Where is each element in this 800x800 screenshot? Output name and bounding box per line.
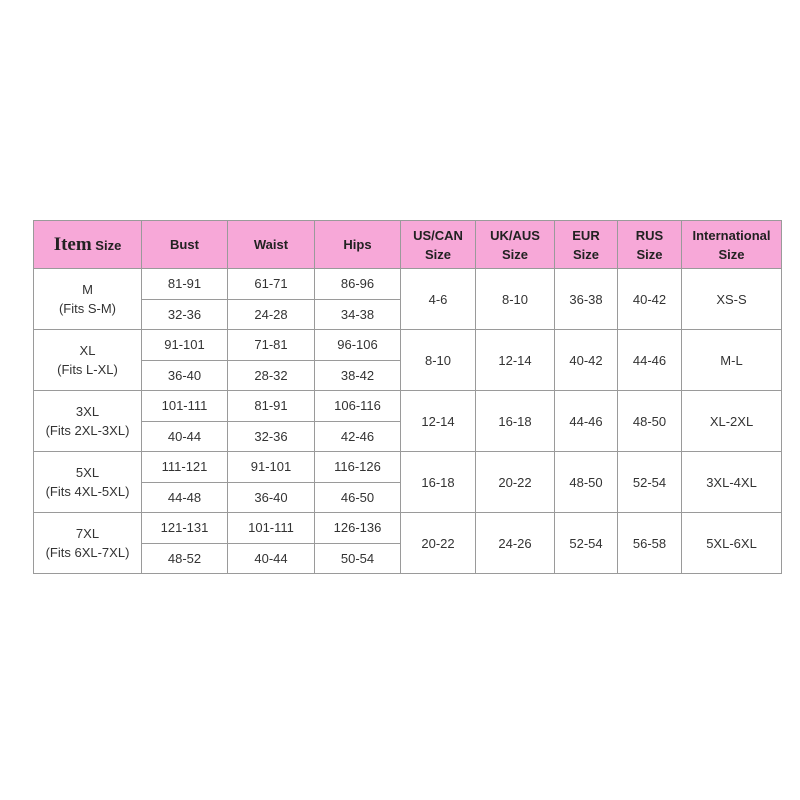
header-size: Size [95, 237, 122, 253]
waist-inch: 36-40 [227, 481, 315, 513]
rus-size: 44-46 [617, 329, 682, 391]
table-row: 44-48 36-40 46-50 [34, 481, 782, 513]
header-us-can: US/CAN Size [400, 220, 476, 269]
bust-inch: 32-36 [141, 298, 228, 330]
bust-cm: 101-111 [141, 390, 228, 422]
header-waist: Waist [227, 220, 315, 269]
size-fits: (Fits S-M) [58, 301, 117, 316]
size-label-cell: 5XL (Fits 4XL-5XL) [33, 451, 142, 513]
uk-aus-size: 16-18 [475, 390, 555, 452]
hips-cm: 116-126 [314, 451, 401, 483]
hips-cm: 96-106 [314, 329, 401, 361]
uk-aus-size: 8-10 [475, 268, 555, 330]
waist-cm: 71-81 [227, 329, 315, 361]
size-name: 5XL [75, 465, 100, 480]
us-can-size: 16-18 [400, 451, 476, 513]
waist-inch: 28-32 [227, 359, 315, 391]
size-label-cell: 3XL (Fits 2XL-3XL) [33, 390, 142, 452]
waist-inch: 24-28 [227, 298, 315, 330]
size-fits: (Fits 2XL-3XL) [45, 423, 130, 438]
international-size: M-L [681, 329, 782, 391]
table-row: XL (Fits L-XL) 91-101 71-81 96-106 8-10 12-14 4… [33, 329, 782, 391]
international-size: 3XL-4XL [681, 451, 782, 513]
international-size: XL-2XL [681, 390, 782, 452]
table-row: 3XL (Fits 2XL-3XL) 101-111 81-91 106-116 12-1… [33, 390, 782, 452]
size-label-cell: M (Fits S-M) [33, 268, 142, 330]
waist-inch: 40-44 [227, 542, 315, 574]
waist-cm: 101-111 [227, 512, 315, 544]
uk-aus-size: 20-22 [475, 451, 555, 513]
hips-cm: 106-116 [314, 390, 401, 422]
table-row: 40-44 32-36 42-46 [34, 420, 782, 452]
rus-size: 40-42 [617, 268, 682, 330]
international-size: XS-S [681, 268, 782, 330]
us-can-size: 12-14 [400, 390, 476, 452]
hips-cm: 86-96 [314, 268, 401, 300]
waist-cm: 81-91 [227, 390, 315, 422]
table-row: 36-40 28-32 38-42 [34, 359, 782, 391]
international-size: 5XL-6XL [681, 512, 782, 574]
eur-size: 52-54 [554, 512, 618, 574]
bust-cm: 81-91 [141, 268, 228, 300]
table-row: M (Fits S-M) 81-91 61-71 86-96 4-6 8-10 36-38 40… [33, 268, 782, 330]
bust-cm: 121-131 [141, 512, 228, 544]
waist-cm: 91-101 [227, 451, 315, 483]
eur-size: 48-50 [554, 451, 618, 513]
table-row: 48-52 40-44 50-54 [34, 542, 782, 574]
size-fits: (Fits 6XL-7XL) [45, 545, 130, 560]
table-row: 7XL (Fits 6XL-7XL) 121-131 101-111 126-136 20… [33, 512, 782, 574]
eur-size: 36-38 [554, 268, 618, 330]
size-fits: (Fits 4XL-5XL) [45, 484, 130, 499]
uk-aus-size: 12-14 [475, 329, 555, 391]
bust-inch: 48-52 [141, 542, 228, 574]
header-bust: Bust [141, 220, 228, 269]
uk-aus-size: 24-26 [475, 512, 555, 574]
rus-size: 56-58 [617, 512, 682, 574]
rus-size: 48-50 [617, 390, 682, 452]
header-eur: EUR Size [554, 220, 618, 269]
header-item: Item [53, 233, 92, 255]
bust-cm: 91-101 [141, 329, 228, 361]
bust-cm: 111-121 [141, 451, 228, 483]
size-label-cell: XL (Fits L-XL) [33, 329, 142, 391]
header-uk-aus: UK/AUS Size [475, 220, 555, 269]
bust-inch: 44-48 [141, 481, 228, 513]
waist-cm: 61-71 [227, 268, 315, 300]
rus-size: 52-54 [617, 451, 682, 513]
eur-size: 44-46 [554, 390, 618, 452]
size-fits: (Fits L-XL) [57, 362, 118, 377]
header-rus: RUS Size [617, 220, 682, 269]
hips-inch: 38-42 [314, 359, 401, 391]
header-row: Item Size Bust Waist Hips US/CAN Size UK… [33, 220, 782, 269]
header-international: International Size [681, 220, 782, 269]
us-can-size: 20-22 [400, 512, 476, 574]
hips-inch: 50-54 [314, 542, 401, 574]
size-label-cell: 7XL (Fits 6XL-7XL) [33, 512, 142, 574]
hips-inch: 46-50 [314, 481, 401, 513]
hips-cm: 126-136 [314, 512, 401, 544]
size-name: 7XL [75, 526, 100, 541]
table-row: 5XL (Fits 4XL-5XL) 111-121 91-101 116-126 16-… [33, 451, 782, 513]
bust-inch: 40-44 [141, 420, 228, 452]
us-can-size: 4-6 [400, 268, 476, 330]
size-chart-table: Item Size Bust Waist Hips US/CAN Size UK… [33, 220, 782, 574]
bust-inch: 36-40 [141, 359, 228, 391]
table-row: 32-36 24-28 34-38 [34, 298, 782, 330]
hips-inch: 34-38 [314, 298, 401, 330]
waist-inch: 32-36 [227, 420, 315, 452]
header-item-size: Item Size [33, 220, 142, 269]
size-name: M [82, 282, 93, 297]
size-name: 3XL [75, 404, 100, 419]
us-can-size: 8-10 [400, 329, 476, 391]
size-name: XL [79, 343, 96, 358]
header-hips: Hips [314, 220, 401, 269]
eur-size: 40-42 [554, 329, 618, 391]
hips-inch: 42-46 [314, 420, 401, 452]
